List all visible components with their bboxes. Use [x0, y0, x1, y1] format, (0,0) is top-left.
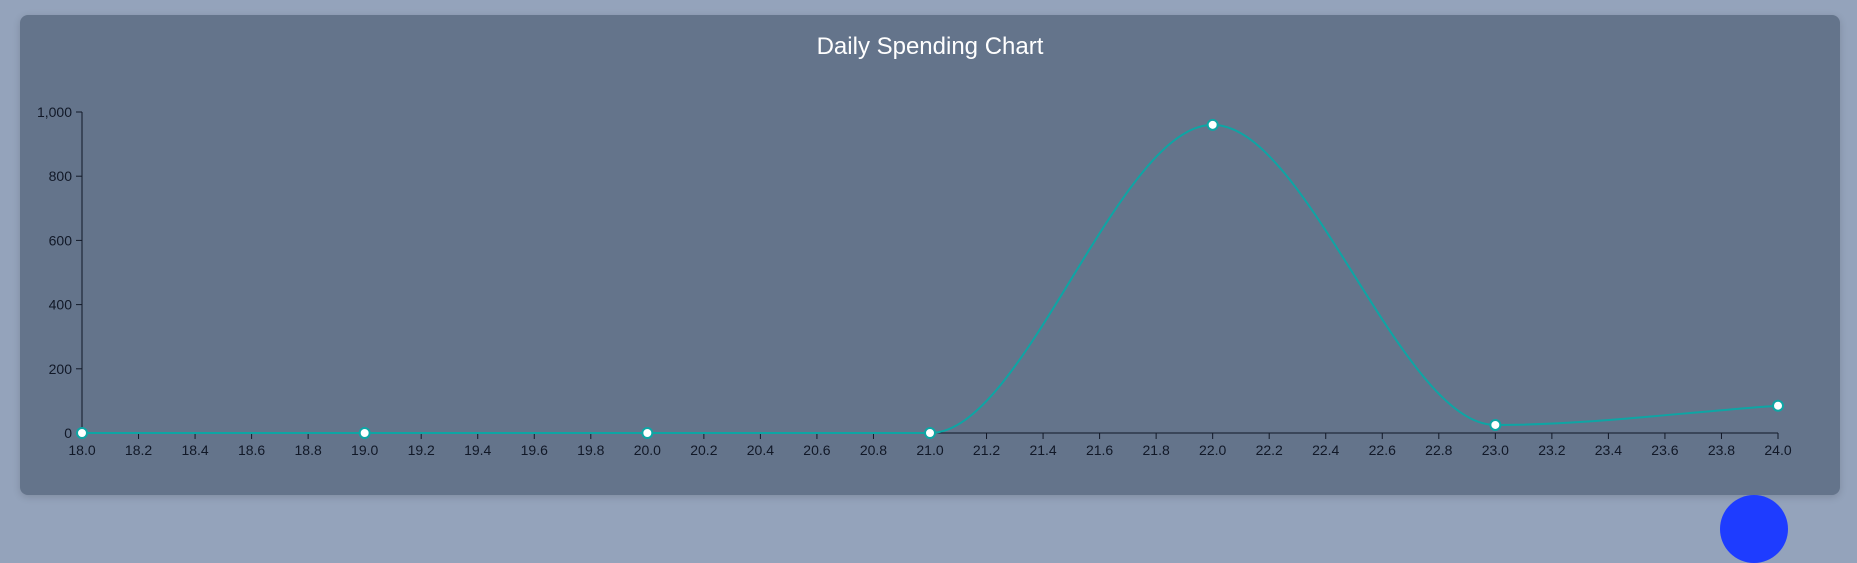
x-tick-label: 23.4	[1595, 442, 1622, 458]
y-tick-label: 800	[49, 168, 73, 184]
data-point	[1772, 399, 1784, 412]
floating-action-button[interactable]	[1720, 495, 1788, 563]
x-tick-label: 19.2	[408, 442, 435, 458]
data-point	[924, 427, 936, 439]
x-tick-label: 20.6	[803, 442, 830, 458]
data-point	[358, 427, 371, 439]
x-tick-label: 20.0	[634, 442, 661, 458]
x-tick-label: 23.0	[1482, 442, 1509, 458]
data-point	[1489, 418, 1502, 431]
x-tick-label: 21.4	[1029, 442, 1056, 458]
y-tick-label: 0	[64, 425, 72, 441]
x-tick-label: 20.8	[860, 442, 887, 458]
x-tick-label: 18.6	[238, 442, 265, 458]
x-tick-label: 23.2	[1538, 442, 1565, 458]
x-tick-label: 23.8	[1708, 442, 1735, 458]
spending-line-chart: 0 200 400 600 800 1,000 18.0 18.2 18.4 18.6 18.8 19…	[37, 104, 1792, 458]
x-tick-label: 21.0	[916, 442, 943, 458]
chart-title: Daily Spending Chart	[816, 33, 1044, 60]
x-tick-label: 21.2	[973, 442, 1000, 458]
series-line	[81, 123, 1779, 435]
x-tick-label: 20.4	[747, 442, 774, 458]
x-tick-label: 22.6	[1369, 442, 1396, 458]
x-tick-label: 21.6	[1086, 442, 1113, 458]
x-tick-label: 18.0	[68, 442, 95, 458]
x-tick-label: 22.0	[1199, 442, 1226, 458]
x-tick-label: 23.6	[1651, 442, 1678, 458]
x-tick-label: 18.8	[295, 442, 322, 458]
y-tick-label: 400	[49, 297, 73, 313]
data-point	[1206, 118, 1219, 131]
x-tick-label: 20.2	[690, 442, 717, 458]
chart-card: Daily Spending Chart	[20, 15, 1840, 495]
x-tick-label: 18.2	[125, 442, 152, 458]
y-tick-label: 600	[49, 232, 73, 248]
y-tick-label: 1,000	[37, 104, 72, 120]
x-tick-label: 19.6	[521, 442, 548, 458]
x-tick-label: 22.8	[1425, 442, 1452, 458]
x-tick-label: 22.4	[1312, 442, 1339, 458]
x-tick-label: 22.2	[1256, 442, 1283, 458]
x-tick-label: 19.4	[464, 442, 491, 458]
x-tick-label: 19.8	[577, 442, 604, 458]
x-tick-label: 21.8	[1143, 442, 1170, 458]
x-tick-label: 18.4	[181, 442, 208, 458]
x-tick-label: 19.0	[351, 442, 378, 458]
data-point	[641, 427, 654, 439]
y-tick-label: 200	[49, 361, 73, 377]
x-tick-label: 24.0	[1764, 442, 1791, 458]
data-point	[76, 427, 88, 439]
